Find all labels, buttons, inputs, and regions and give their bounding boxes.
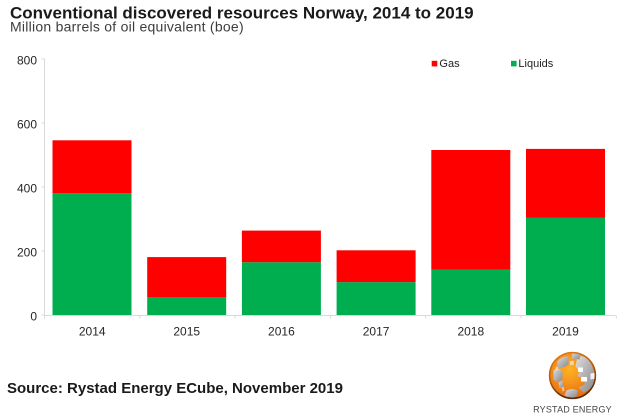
svg-text:Liquids: Liquids [518,58,553,70]
svg-text:800: 800 [17,53,37,67]
svg-text:RYSTAD ENERGY: RYSTAD ENERGY [533,405,612,415]
svg-text:600: 600 [17,117,37,131]
svg-text:2017: 2017 [363,324,390,338]
svg-text:400: 400 [17,181,37,195]
svg-text:Gas: Gas [439,58,460,70]
svg-text:Million barrels of oil equival: Million barrels of oil equivalent (boe) [10,19,244,35]
svg-text:Source: Rystad Energy ECube, N: Source: Rystad Energy ECube, November 20… [7,380,343,397]
svg-text:200: 200 [17,245,37,259]
svg-text:0: 0 [30,309,37,323]
svg-text:2014: 2014 [79,324,106,338]
svg-text:2019: 2019 [552,324,579,338]
svg-text:2015: 2015 [173,324,200,338]
svg-text:2016: 2016 [268,324,295,338]
svg-text:Conventional discovered resour: Conventional discovered resources Norway… [10,4,474,23]
svg-text:2018: 2018 [457,324,484,338]
